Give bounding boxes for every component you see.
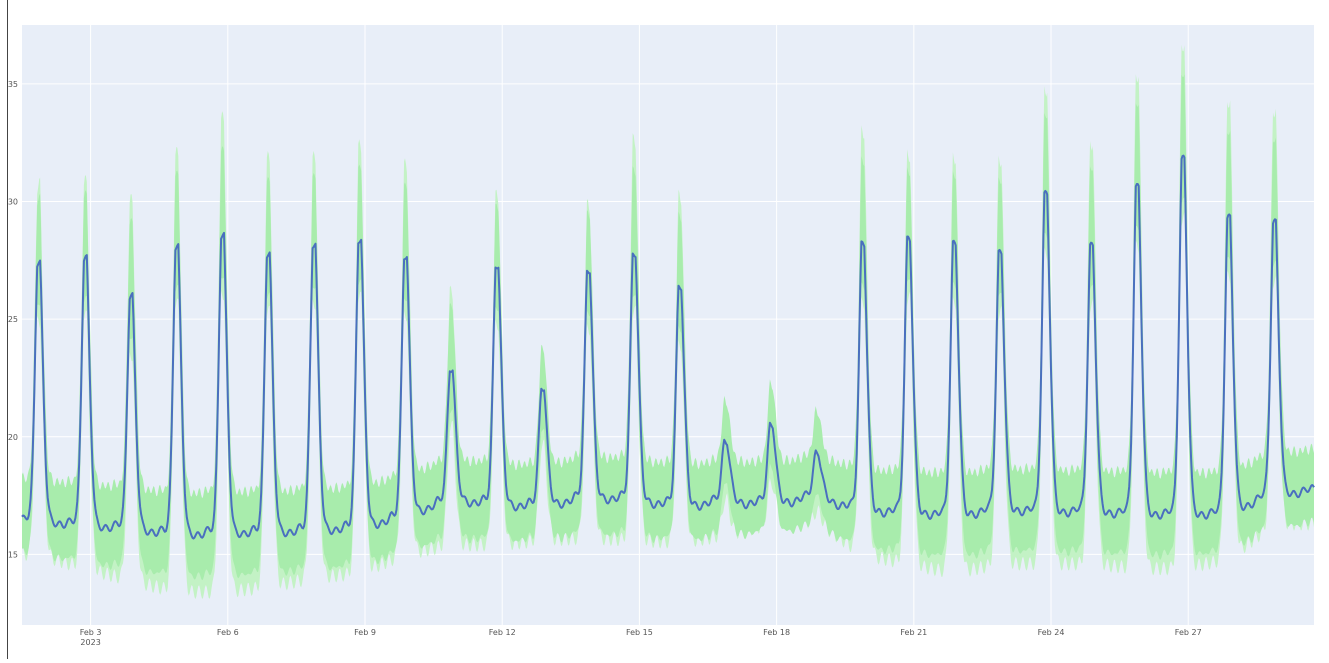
y-tick-label: 15	[8, 550, 18, 559]
x-tick-label: Feb 18	[763, 628, 790, 637]
x-tick-label: Feb 24	[1038, 628, 1065, 637]
x-tick-label: Feb 21	[900, 628, 927, 637]
axis-line-left	[7, 0, 8, 659]
forecast-line	[21, 154, 1315, 540]
y-tick-label: 25	[8, 315, 18, 324]
x-tick-label: Feb 6	[217, 628, 239, 637]
y-axis-ticks: 15 20 25 30 35	[8, 80, 18, 560]
x-tick-label: Feb 12	[489, 628, 516, 637]
x-tick-label: Feb 9	[354, 628, 376, 637]
y-tick-label: 30	[8, 197, 18, 206]
y-tick-label: 35	[8, 80, 18, 89]
x-tick-label: Feb 15	[626, 628, 653, 637]
y-tick-label: 20	[8, 433, 18, 442]
x-tick-label: Feb 27	[1175, 628, 1202, 637]
x-tick-sublabel: 2023	[80, 638, 100, 647]
x-tick-label: Feb 3	[80, 628, 102, 637]
